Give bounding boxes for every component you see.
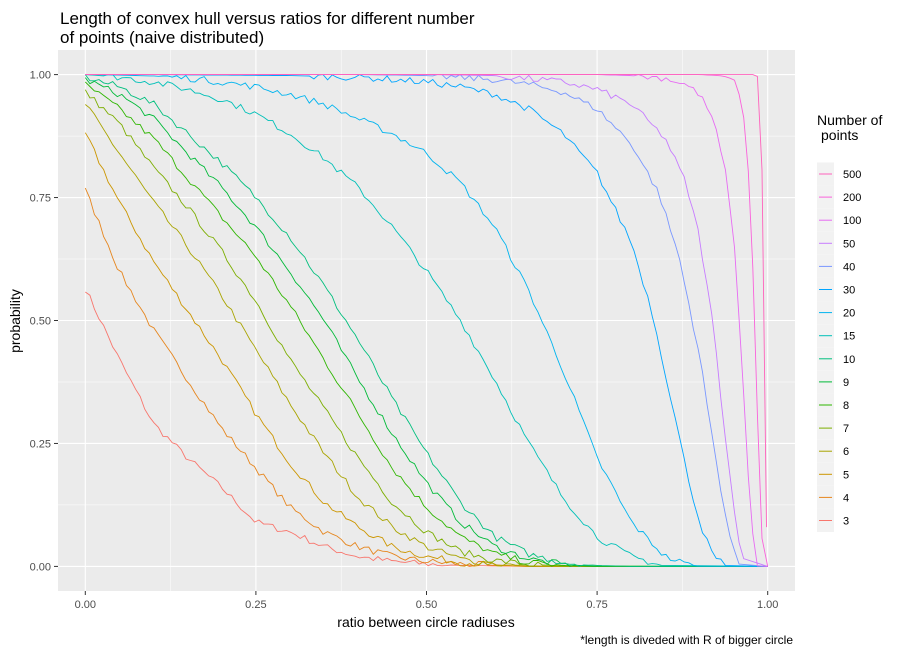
legend-label-15: 15 xyxy=(843,331,855,343)
series-line-9 xyxy=(84,77,768,567)
legend-label-9: 9 xyxy=(843,377,849,389)
legend-label-30: 30 xyxy=(843,285,855,297)
y-axis-title: probability xyxy=(7,289,23,353)
y-tick-label: 1.00 xyxy=(30,70,51,82)
y-tick-label: 0.75 xyxy=(30,193,51,205)
legend-title-line-2: points xyxy=(821,127,858,143)
legend-label-5: 5 xyxy=(843,469,849,481)
chart-caption: *length is diveded with R of bigger circ… xyxy=(580,633,793,647)
x-tick-label: 0.00 xyxy=(75,599,96,611)
series-line-15 xyxy=(85,74,768,567)
legend-label-8: 8 xyxy=(843,400,849,412)
series-line-6 xyxy=(85,104,768,567)
legend-label-20: 20 xyxy=(843,308,855,320)
legend-label-4: 4 xyxy=(843,492,849,504)
series-line-20 xyxy=(85,74,768,567)
legend-label-7: 7 xyxy=(843,423,849,435)
legend-label-40: 40 xyxy=(843,261,855,273)
legend-title-line-1: Number of xyxy=(817,112,882,128)
series-line-10 xyxy=(84,74,768,567)
legend-label-50: 50 xyxy=(843,238,855,250)
series-line-7 xyxy=(84,89,768,567)
x-tick-label: 0.75 xyxy=(586,599,607,611)
legend: Number of points 500 200 100 50 40 30 20 15 10 9 8… xyxy=(817,112,882,532)
series-line-8 xyxy=(84,81,768,567)
chart-title-line-2: of points (naive distributed) xyxy=(60,28,264,47)
legend-items: 500 200 100 50 40 30 20 15 10 9 8 7 6 5 4 3 xyxy=(817,162,861,532)
legend-label-3: 3 xyxy=(843,516,849,528)
legend-label-6: 6 xyxy=(843,446,849,458)
x-axis-title: ratio between circle radiuses xyxy=(337,614,514,630)
legend-label-10: 10 xyxy=(843,354,855,366)
series-line-500 xyxy=(85,74,767,528)
y-tick-label: 0.00 xyxy=(30,561,51,573)
x-tick-label: 1.00 xyxy=(757,599,778,611)
x-axis-ticks: 0.00 0.25 0.50 0.75 1.00 xyxy=(75,591,778,611)
y-tick-label: 0.50 xyxy=(30,316,51,328)
x-tick-label: 0.50 xyxy=(416,599,437,611)
chart-title-line-1: Length of convex hull versus ratios for … xyxy=(60,9,475,28)
y-tick-label: 0.25 xyxy=(30,438,51,450)
legend-label-500: 500 xyxy=(843,169,861,181)
legend-label-200: 200 xyxy=(843,192,861,204)
y-axis-ticks: 0.00 0.25 0.50 0.75 1.00 xyxy=(30,70,58,573)
x-tick-label: 0.25 xyxy=(245,599,266,611)
series-line-3 xyxy=(85,291,768,567)
legend-label-100: 100 xyxy=(843,215,861,227)
series-line-5 xyxy=(84,132,768,567)
series-lines xyxy=(84,74,769,567)
